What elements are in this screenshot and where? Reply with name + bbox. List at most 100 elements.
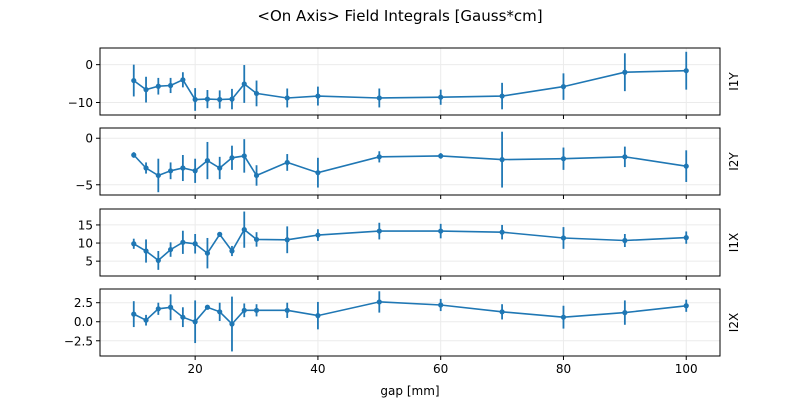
series-line xyxy=(133,301,687,326)
data-point xyxy=(204,157,211,164)
data-point xyxy=(241,227,247,233)
axes-frame xyxy=(99,208,721,277)
data-point xyxy=(143,248,149,254)
data-point xyxy=(229,321,235,327)
data-point xyxy=(143,87,149,93)
data-point xyxy=(499,309,505,315)
panel-i2x: −2.5 0.0 2.5 20 40 60 80 100 I2X xyxy=(64,288,741,376)
data-point xyxy=(284,95,290,101)
y-tick-label: −5 xyxy=(75,178,93,192)
data-point xyxy=(192,241,198,247)
axes-frame xyxy=(99,127,721,196)
data-point xyxy=(284,237,290,243)
panel-i2y: −5 0 I2Y xyxy=(75,127,741,199)
data-point xyxy=(192,168,198,174)
data-point xyxy=(143,317,149,323)
data-point xyxy=(167,82,174,89)
data-point xyxy=(155,306,161,312)
data-point xyxy=(167,246,174,253)
data-point xyxy=(376,299,382,305)
data-point xyxy=(438,302,444,308)
data-point xyxy=(204,96,211,102)
series-line xyxy=(133,154,687,177)
x-tick-label: 40 xyxy=(310,362,325,376)
x-axis-label: gap [mm] xyxy=(380,384,439,398)
data-point xyxy=(155,83,161,89)
x-tick-label: 80 xyxy=(556,362,571,376)
y-tick-label: 10 xyxy=(78,237,93,251)
data-point xyxy=(622,310,628,316)
data-point xyxy=(229,96,235,102)
data-point xyxy=(253,236,260,243)
x-tick-label: 100 xyxy=(675,362,698,376)
data-point xyxy=(253,307,260,313)
data-point xyxy=(315,170,321,176)
data-point xyxy=(241,307,247,313)
data-point xyxy=(229,155,235,161)
data-point xyxy=(438,94,444,100)
data-point xyxy=(622,237,628,244)
panel-i1x: 5 10 15 I1X xyxy=(78,208,741,280)
data-point xyxy=(217,165,223,171)
y-tick-label: 0 xyxy=(85,58,93,72)
data-point xyxy=(376,228,382,234)
data-point xyxy=(376,95,382,101)
data-point xyxy=(131,311,137,317)
data-point xyxy=(560,84,567,90)
data-point xyxy=(155,172,161,179)
series-line xyxy=(133,69,687,101)
data-point xyxy=(180,314,186,320)
data-point xyxy=(241,81,247,87)
data-point xyxy=(131,152,137,158)
data-point xyxy=(253,90,260,97)
y-tick-label: 0 xyxy=(85,132,93,146)
panel-i1y: −10 0 I1Y xyxy=(68,47,741,119)
data-point xyxy=(180,239,186,245)
data-point xyxy=(315,232,321,238)
panel-label: I2Y xyxy=(727,152,741,171)
y-tick-label: 5 xyxy=(85,255,93,269)
data-point xyxy=(438,228,444,234)
axes-frame xyxy=(99,288,721,357)
data-point xyxy=(167,304,174,310)
data-point xyxy=(683,235,689,241)
panel-label: I1X xyxy=(727,233,741,252)
y-tick-label: 0.0 xyxy=(74,315,93,329)
x-tick-label: 20 xyxy=(188,362,203,376)
data-point xyxy=(560,314,567,320)
y-tick-label: −2.5 xyxy=(64,334,93,348)
data-point xyxy=(683,303,689,309)
data-point xyxy=(192,319,198,325)
data-point xyxy=(143,165,149,171)
data-point xyxy=(315,313,321,319)
data-point xyxy=(217,96,223,103)
data-point xyxy=(217,309,223,315)
x-tick-label: 60 xyxy=(433,362,448,376)
data-point xyxy=(499,229,505,235)
data-point xyxy=(167,168,174,174)
data-point xyxy=(229,248,235,254)
data-point xyxy=(284,159,290,166)
data-point xyxy=(180,165,186,171)
panel-label: I1Y xyxy=(727,72,741,91)
data-point xyxy=(683,68,689,74)
data-point xyxy=(204,304,211,310)
panel-label: I2X xyxy=(727,313,741,332)
y-tick-label: −10 xyxy=(68,96,93,110)
data-point xyxy=(192,96,198,103)
data-point xyxy=(253,172,260,179)
data-point xyxy=(560,156,567,162)
data-point xyxy=(560,235,567,241)
data-point xyxy=(315,93,321,99)
data-point xyxy=(499,157,505,163)
data-point xyxy=(284,307,290,313)
axes-frame xyxy=(99,47,721,116)
data-point xyxy=(155,257,161,264)
series-line xyxy=(133,228,687,262)
data-point xyxy=(241,153,247,159)
data-point xyxy=(131,77,137,84)
y-tick-label: 2.5 xyxy=(74,296,93,310)
data-point xyxy=(683,163,689,169)
data-point xyxy=(131,241,137,247)
